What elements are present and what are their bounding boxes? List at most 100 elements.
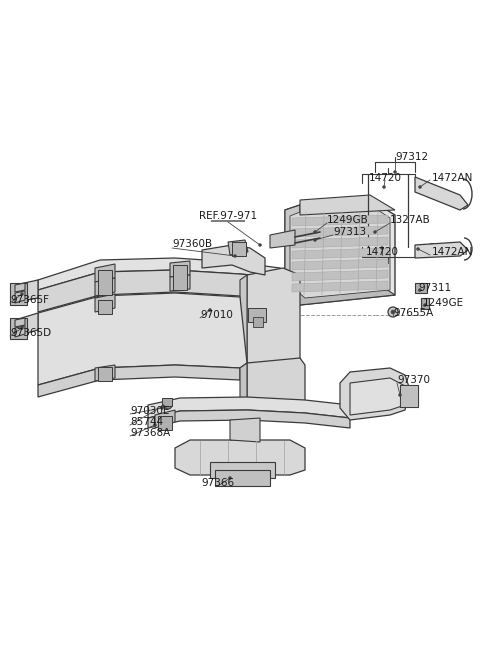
Text: 97311: 97311 — [418, 283, 451, 293]
Circle shape — [423, 303, 427, 307]
Polygon shape — [292, 270, 388, 281]
Polygon shape — [292, 281, 388, 292]
Polygon shape — [170, 261, 190, 277]
Circle shape — [394, 170, 396, 174]
Circle shape — [21, 326, 24, 329]
Text: 97366: 97366 — [202, 478, 235, 488]
Circle shape — [160, 407, 164, 409]
Polygon shape — [300, 195, 395, 215]
Polygon shape — [215, 470, 270, 486]
Polygon shape — [228, 240, 248, 255]
Bar — [173, 265, 187, 290]
Polygon shape — [202, 245, 265, 275]
Circle shape — [313, 238, 316, 242]
Polygon shape — [38, 258, 283, 290]
Circle shape — [208, 309, 212, 312]
Polygon shape — [38, 365, 240, 397]
Text: 97655A: 97655A — [393, 308, 433, 318]
Polygon shape — [270, 230, 295, 248]
Circle shape — [161, 405, 165, 407]
Polygon shape — [148, 397, 360, 418]
Polygon shape — [415, 177, 468, 210]
Text: 85744: 85744 — [130, 417, 163, 427]
Polygon shape — [290, 205, 390, 298]
Circle shape — [276, 235, 286, 245]
Polygon shape — [292, 248, 388, 259]
Text: 97030E: 97030E — [130, 406, 169, 416]
Circle shape — [228, 476, 231, 479]
Polygon shape — [285, 205, 300, 305]
Bar — [98, 270, 112, 295]
Circle shape — [427, 183, 433, 191]
Polygon shape — [210, 462, 275, 478]
Polygon shape — [292, 237, 388, 248]
Text: 1249GE: 1249GE — [423, 298, 464, 308]
Circle shape — [388, 307, 398, 317]
Text: 1472AN: 1472AN — [432, 247, 473, 257]
Circle shape — [429, 244, 435, 250]
Circle shape — [392, 310, 395, 314]
Polygon shape — [15, 280, 38, 302]
Polygon shape — [15, 291, 25, 303]
Text: 1327AB: 1327AB — [390, 215, 431, 225]
Polygon shape — [15, 326, 25, 337]
Polygon shape — [340, 368, 410, 420]
Circle shape — [233, 255, 237, 257]
Bar — [158, 416, 172, 430]
Polygon shape — [292, 259, 388, 270]
Circle shape — [383, 185, 385, 189]
Text: 97365F: 97365F — [10, 295, 49, 305]
Circle shape — [154, 424, 156, 426]
Bar — [400, 385, 418, 407]
Circle shape — [259, 244, 262, 246]
Polygon shape — [95, 294, 115, 312]
Text: 97368A: 97368A — [130, 428, 170, 438]
Bar — [415, 283, 427, 293]
Circle shape — [444, 196, 452, 204]
Circle shape — [398, 394, 401, 396]
Circle shape — [391, 310, 395, 314]
Text: 1249GB: 1249GB — [327, 215, 369, 225]
Polygon shape — [285, 200, 395, 305]
Bar — [232, 242, 246, 256]
Polygon shape — [148, 410, 350, 428]
Bar — [98, 367, 112, 381]
Bar — [10, 283, 27, 305]
Polygon shape — [415, 242, 468, 258]
Polygon shape — [230, 418, 260, 442]
Text: 97370: 97370 — [397, 375, 430, 385]
Circle shape — [164, 401, 172, 409]
Circle shape — [417, 248, 420, 250]
Polygon shape — [95, 365, 115, 381]
Polygon shape — [95, 278, 115, 296]
Polygon shape — [285, 285, 395, 305]
Polygon shape — [170, 275, 190, 291]
Text: 1472AN: 1472AN — [432, 173, 473, 183]
Text: REF.97-971: REF.97-971 — [199, 211, 257, 221]
Text: 14720: 14720 — [365, 247, 398, 257]
Polygon shape — [15, 318, 25, 327]
Polygon shape — [15, 283, 25, 292]
Circle shape — [419, 185, 421, 189]
Polygon shape — [350, 378, 405, 415]
Text: 97360B: 97360B — [172, 239, 212, 249]
Circle shape — [419, 288, 421, 291]
Bar — [253, 317, 263, 327]
Circle shape — [417, 285, 423, 291]
Polygon shape — [95, 264, 115, 282]
Circle shape — [21, 293, 24, 295]
Bar — [98, 300, 112, 314]
Polygon shape — [38, 270, 283, 312]
Polygon shape — [240, 275, 247, 368]
Polygon shape — [292, 226, 388, 237]
Text: 97312: 97312 — [396, 152, 429, 162]
Bar — [162, 398, 172, 406]
Polygon shape — [292, 215, 388, 226]
Text: 97365D: 97365D — [10, 328, 51, 338]
Polygon shape — [155, 410, 175, 428]
Polygon shape — [38, 293, 247, 385]
Polygon shape — [247, 268, 300, 370]
Bar — [248, 308, 266, 322]
Polygon shape — [15, 313, 38, 336]
Circle shape — [381, 246, 384, 250]
